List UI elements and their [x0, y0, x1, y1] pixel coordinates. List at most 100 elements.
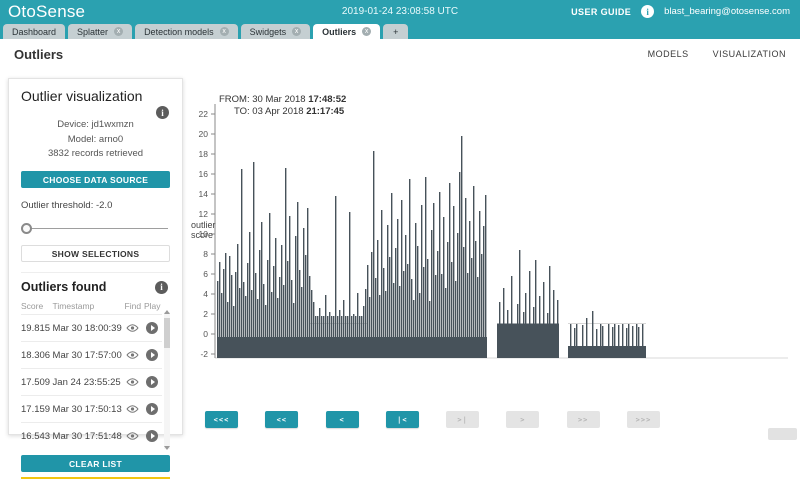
range-from-line: FROM: 30 Mar 2018 17:48:52: [219, 94, 346, 106]
info-icon[interactable]: i: [156, 106, 169, 119]
model-line: Model: arno0: [67, 133, 124, 145]
col-score: Score: [21, 301, 44, 312]
to-prefix: TO: 03 Apr 2018: [234, 106, 307, 118]
play-icon[interactable]: [146, 376, 159, 389]
outliers-found-title: Outliers found: [21, 280, 107, 295]
table-row: 19.815 Mar 30 18:00:39: [21, 314, 162, 341]
page-nav-links: MODELS VISUALIZATION: [648, 49, 786, 59]
page-fast-back-button[interactable]: <<<: [205, 411, 238, 428]
timestamp-value: Mar 30 17:50:13: [52, 403, 122, 415]
col-play: Play: [144, 301, 161, 312]
outlier-threshold-label: Outlier threshold: -2.0: [21, 200, 113, 212]
score-value: 17.159: [21, 403, 51, 415]
user-email[interactable]: blast_bearing@otosense.com: [664, 6, 790, 17]
page-forward-button[interactable]: >: [506, 411, 540, 428]
page-first-button[interactable]: |<: [385, 411, 419, 428]
outlier-threshold-slider[interactable]: [21, 223, 170, 235]
tab-label: Swidgets: [249, 26, 287, 37]
svg-text:20: 20: [199, 129, 209, 139]
col-find: Find: [124, 301, 142, 312]
svg-text:16: 16: [199, 169, 209, 179]
panel-info-wrap: i: [156, 106, 169, 119]
svg-text:-2: -2: [200, 349, 208, 359]
scrollbar-track[interactable]: [164, 312, 170, 450]
scrollbar-thumb[interactable]: [164, 318, 170, 349]
info-icon[interactable]: i: [641, 5, 655, 18]
scroll-up-icon[interactable]: [164, 310, 170, 315]
svg-text:10: 10: [199, 229, 209, 239]
score-value: 18.306: [21, 349, 51, 361]
from-prefix: FROM: 30 Mar 2018: [219, 94, 309, 105]
clear-list-button[interactable]: CLEAR LIST: [21, 455, 170, 473]
device-line: Device: jd1wxmzn: [57, 119, 134, 130]
svg-text:22: 22: [199, 109, 209, 119]
tab-label: Dashboard: [12, 26, 57, 37]
page-last-button[interactable]: >|: [446, 411, 480, 428]
col-timestamp: Timestamp: [52, 301, 95, 312]
find-eye-icon[interactable]: [123, 404, 142, 414]
records-line: 3832 records retrieved: [47, 148, 144, 160]
divider: [21, 272, 170, 274]
tab-detection-models[interactable]: Detection models x: [135, 24, 238, 39]
find-eye-icon[interactable]: [123, 323, 142, 333]
show-selections-button[interactable]: SHOW SELECTIONS: [21, 245, 170, 263]
timestamp-value: Jan 24 23:55:25: [52, 376, 121, 388]
tab-outliers[interactable]: Outliers x: [313, 24, 381, 39]
close-icon[interactable]: x: [292, 27, 302, 36]
timestamp-value: Mar 30 17:57:00: [52, 349, 122, 361]
chart-date-range: FROM: 30 Mar 2018 17:48:52 TO: 03 Apr 20…: [219, 94, 346, 119]
close-icon[interactable]: x: [362, 27, 372, 36]
utc-timestamp: 2019-01-24 23:08:58 UTC: [341, 6, 459, 17]
timestamp-value: Mar 30 17:51:48: [52, 430, 122, 442]
table-header-row: Score Timestamp Find Play: [21, 298, 162, 314]
range-to-line: TO: 03 Apr 2018 21:17:45: [219, 106, 346, 118]
table-row: 18.306 Mar 30 17:57:00: [21, 341, 162, 368]
close-icon[interactable]: x: [219, 27, 229, 36]
slider-thumb[interactable]: [21, 223, 32, 235]
find-eye-icon[interactable]: [123, 377, 142, 387]
info-icon[interactable]: i: [155, 280, 168, 294]
tab-swidgets[interactable]: Swidgets x: [240, 24, 311, 39]
chart-pagination: <<< << < |< >| > >> >>>: [205, 411, 660, 428]
data-source-summary: Device: jd1wxmzn Model: arno0 3832 recor…: [21, 118, 170, 162]
page-back-button[interactable]: <: [325, 411, 359, 428]
svg-text:2: 2: [203, 309, 208, 319]
play-icon[interactable]: [146, 430, 159, 443]
page-title: Outliers: [14, 46, 64, 62]
tab-dashboard[interactable]: Dashboard: [3, 24, 66, 39]
play-icon[interactable]: [146, 349, 159, 362]
score-value: 19.815: [21, 322, 51, 334]
user-guide-link[interactable]: USER GUIDE: [571, 6, 632, 17]
play-icon[interactable]: [146, 403, 159, 416]
tab-label: Detection models: [144, 26, 214, 37]
table-row: 16.543 Mar 30 17:51:48: [21, 422, 162, 449]
page-back-2-button[interactable]: <<: [265, 411, 299, 428]
play-icon[interactable]: [146, 322, 159, 335]
scroll-corner: [768, 428, 797, 440]
new-tab-button[interactable]: +: [383, 24, 409, 39]
find-eye-icon[interactable]: [123, 431, 142, 441]
choose-data-source-button[interactable]: CHOOSE DATA SOURCE: [21, 171, 170, 189]
top-app-bar: OtoSense 2019-01-24 23:08:58 UTC USER GU…: [0, 0, 800, 23]
to-time: 21:17:45: [306, 106, 345, 118]
visualization-link[interactable]: VISUALIZATION: [712, 49, 786, 59]
tab-splatter[interactable]: Splatter x: [68, 24, 133, 39]
tab-label: Outliers: [322, 26, 357, 37]
scroll-down-icon[interactable]: [164, 446, 170, 451]
table-row: 17.509 Jan 24 23:55:25: [21, 368, 162, 395]
page-forward-2-button[interactable]: >>: [566, 411, 600, 428]
panel-title: Outlier visualization: [21, 88, 143, 104]
svg-text:12: 12: [199, 209, 209, 219]
find-eye-icon[interactable]: [123, 350, 142, 360]
models-link[interactable]: MODELS: [647, 49, 689, 59]
table-scrollbar[interactable]: [164, 310, 170, 451]
slider-track[interactable]: [23, 228, 168, 230]
outliers-table: Score Timestamp Find Play 19.815 Mar 30 …: [21, 298, 170, 451]
svg-text:4: 4: [203, 289, 208, 299]
timestamp-value: Mar 30 18:00:39: [52, 322, 122, 334]
close-icon[interactable]: x: [114, 27, 124, 36]
page-fast-forward-button[interactable]: >>>: [626, 411, 660, 428]
svg-text:outlier: outlier: [191, 220, 216, 230]
topbar-right-group: USER GUIDE i blast_bearing@otosense.com: [571, 5, 790, 18]
